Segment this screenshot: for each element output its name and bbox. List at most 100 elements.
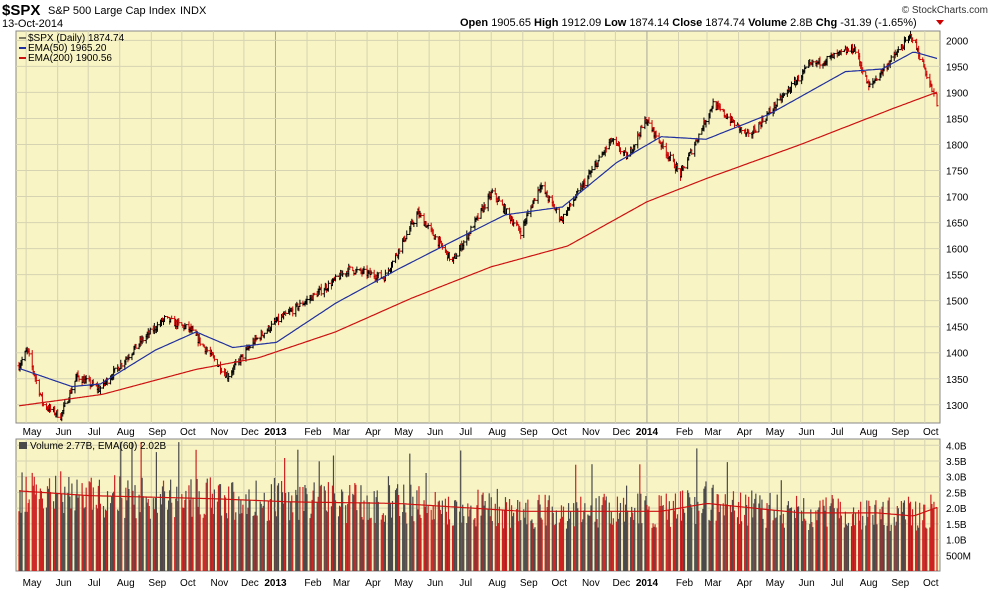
volume-bar [473,519,475,571]
volume-bar [169,490,171,571]
volume-bar [63,513,65,571]
volume-bar [832,498,834,571]
volume-bar [597,527,599,571]
price-bar [775,98,779,107]
volume-bar [28,499,30,571]
price-bar [376,272,380,279]
volume-bar [936,507,938,571]
volume-bar [674,493,677,571]
volume-bar [233,491,235,571]
volume-bar [461,522,463,571]
volume-bar [705,481,707,571]
price-bar [561,213,565,224]
volume-bar [748,496,750,571]
volume-bar [380,519,382,571]
x-tick-label: Jul [831,427,844,438]
volume-bar [261,507,263,571]
volume-bar [119,476,121,571]
volume-bar [274,511,277,571]
x-tick-label: Dec [241,578,259,589]
price-bar [611,137,615,145]
volume-bar [591,464,593,571]
volume-bar [203,513,205,571]
volume-bar [99,503,102,571]
volume-bar [326,511,328,571]
volume-bar [81,483,83,571]
volume-bar [708,519,710,571]
volume-bar [519,501,521,571]
volume-bar [869,506,871,571]
x-tick-label: Jul [459,427,472,438]
volume-bar [619,503,622,571]
price-bar [725,113,729,120]
x-tick-label: Nov [582,578,600,589]
volume-bar [715,520,717,571]
volume-bar [90,477,92,571]
volume-bar [57,492,59,571]
volume-bar [340,506,342,571]
volume-bar [248,489,250,571]
volume-bar [712,484,714,571]
volume-bar [405,512,407,571]
volume-bar [596,519,598,571]
price-bar [711,98,715,109]
price-bar [27,348,31,357]
volume-bar [627,510,629,571]
y-tick-label: 1450 [946,323,969,334]
volume-bar [113,491,115,571]
volume-bar [190,479,192,571]
legend-ema200-label: EMA(200) 1900.56 [28,53,112,64]
volume-bar [49,492,52,571]
volume-bar [78,495,80,571]
volume-bar [809,523,811,571]
price-bar [604,145,608,153]
volume-bar [879,509,881,571]
volume-bar [96,508,98,571]
price-bar [155,321,159,332]
volume-bar [160,504,163,571]
price-bar [334,274,338,282]
price-bar [348,265,352,270]
price-bar [177,318,181,326]
price-bar [241,354,245,361]
volume-bar [655,527,657,571]
down-arrow-icon [936,20,944,25]
volume-bar [313,482,315,571]
price-bar [426,223,430,230]
volume-bar [188,485,190,571]
volume-bar [790,507,793,571]
volume-bar [31,472,33,571]
volume-bar [117,509,119,571]
y-tick-label: 4.0B [946,441,967,452]
x-tick-label: Aug [117,578,135,589]
volume-bar [659,506,661,571]
volume-bar [254,511,256,571]
x-tick-label: Jul [459,578,472,589]
volume-bar [545,525,547,571]
volume-bar [206,478,208,571]
volume-bar [787,501,790,571]
price-bar [519,227,523,240]
volume-bar [565,528,568,571]
x-tick-label: Jun [427,427,443,438]
volume-bar [775,517,777,571]
y-tick-label: 1400 [946,349,969,360]
price-bar [191,325,195,331]
volume-bar [782,513,784,571]
volume-bar [154,498,156,571]
volume-bar [845,524,848,571]
volume-bar [886,525,888,571]
price-bar [476,213,480,221]
volume-bar [409,453,411,571]
volume-bar [56,493,58,571]
volume-bar [468,516,470,571]
volume-bar [781,523,783,571]
volume-bar [47,488,50,571]
volume-bar [854,512,857,571]
volume-bar [347,503,349,571]
volume-bar [839,501,841,571]
x-tick-label: 2013 [264,427,287,438]
volume-bar [423,500,425,571]
price-bar [935,93,939,107]
volume-bar [120,442,122,571]
